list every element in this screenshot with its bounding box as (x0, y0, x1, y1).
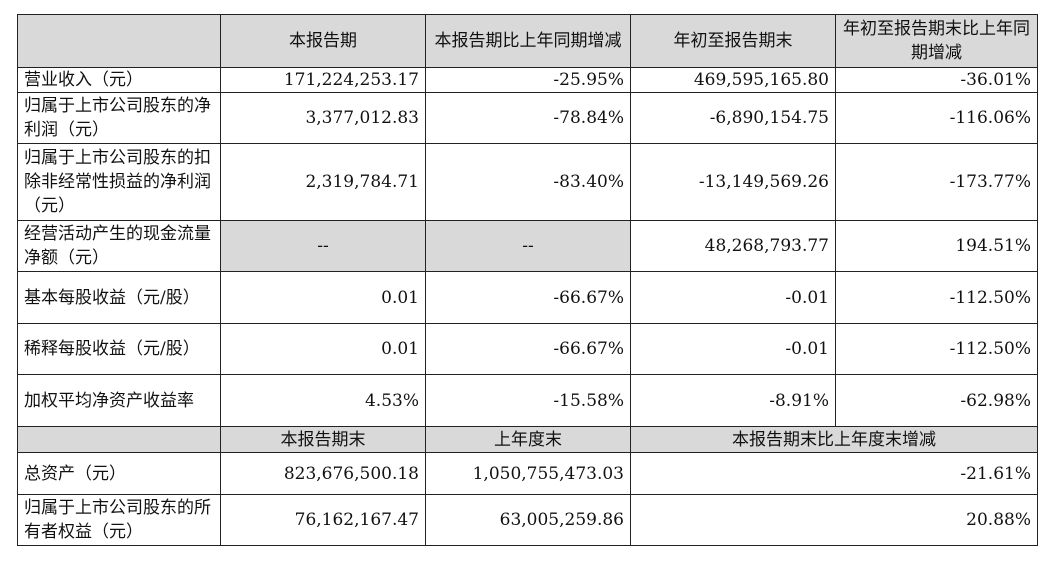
header-ytd: 年初至报告期末 (630, 14, 836, 68)
row-label: 营业收入（元） (17, 67, 221, 93)
table-row: 基本每股收益（元/股） 0.01 -66.67% -0.01 -112.50% (17, 271, 1038, 324)
cell-current-period-change: -66.67% (425, 323, 631, 375)
subheader-period-end-change: 本报告期末比上年度末增减 (630, 426, 1038, 453)
cell-ytd: -8.91% (630, 374, 836, 427)
cell-current-period: 0.01 (220, 271, 426, 324)
cell-current-period: 171,224,253.17 (220, 67, 426, 93)
cell-period-end-change: 20.88% (630, 494, 1038, 546)
financial-summary-table: 本报告期 本报告期比上年同期增减 年初至报告期末 年初至报告期末比上年同期增减 … (17, 14, 1038, 546)
subheader-period-end: 本报告期末 (220, 426, 426, 453)
subheader-row: 本报告期末 上年度末 本报告期末比上年度末增减 (17, 426, 1038, 453)
table-row: 稀释每股收益（元/股） 0.01 -66.67% -0.01 -112.50% (17, 323, 1038, 375)
cell-ytd-change: -116.06% (835, 92, 1038, 144)
cell-ytd-change: -62.98% (835, 374, 1038, 427)
row-label: 归属于上市公司股东的扣除非经常性损益的净利润（元） (17, 143, 221, 221)
row-label: 归属于上市公司股东的净利润（元） (17, 92, 221, 144)
cell-ytd-change: -112.50% (835, 271, 1038, 324)
table-row: 总资产（元） 823,676,500.18 1,050,755,473.03 -… (17, 452, 1038, 495)
header-current-period-change: 本报告期比上年同期增减 (425, 14, 631, 68)
header-row: 本报告期 本报告期比上年同期增减 年初至报告期末 年初至报告期末比上年同期增减 (17, 14, 1038, 68)
table-row: 归属于上市公司股东的净利润（元） 3,377,012.83 -78.84% -6… (17, 92, 1038, 144)
cell-current-period-change: -25.95% (425, 67, 631, 93)
cell-ytd-change: 194.51% (835, 220, 1038, 272)
cell-period-end: 823,676,500.18 (220, 452, 426, 495)
cell-current-period-change: -83.40% (425, 143, 631, 221)
cell-current-period-change: -- (425, 220, 631, 272)
cell-prior-year-end: 63,005,259.86 (425, 494, 631, 546)
cell-current-period-change: -66.67% (425, 271, 631, 324)
cell-ytd: -0.01 (630, 323, 836, 375)
cell-ytd: -13,149,569.26 (630, 143, 836, 221)
row-label: 基本每股收益（元/股） (17, 271, 221, 324)
cell-current-period: -- (220, 220, 426, 272)
table-row: 营业收入（元） 171,224,253.17 -25.95% 469,595,1… (17, 67, 1038, 93)
cell-ytd: 469,595,165.80 (630, 67, 836, 93)
row-label: 加权平均净资产收益率 (17, 374, 221, 427)
subheader-prior-year-end: 上年度末 (425, 426, 631, 453)
cell-current-period-change: -15.58% (425, 374, 631, 427)
row-label: 稀释每股收益（元/股） (17, 323, 221, 375)
financial-table-container: 本报告期 本报告期比上年同期增减 年初至报告期末 年初至报告期末比上年同期增减 … (17, 14, 1038, 546)
header-current-period: 本报告期 (220, 14, 426, 68)
header-ytd-change: 年初至报告期末比上年同期增减 (835, 14, 1038, 68)
cell-ytd: -0.01 (630, 271, 836, 324)
cell-current-period: 2,319,784.71 (220, 143, 426, 221)
cell-ytd-change: -173.77% (835, 143, 1038, 221)
row-label: 经营活动产生的现金流量净额（元） (17, 220, 221, 272)
cell-current-period: 3,377,012.83 (220, 92, 426, 144)
row-label: 总资产（元） (17, 452, 221, 495)
cell-current-period: 4.53% (220, 374, 426, 427)
row-label: 归属于上市公司股东的所有者权益（元） (17, 494, 221, 546)
cell-current-period-change: -78.84% (425, 92, 631, 144)
cell-ytd-change: -36.01% (835, 67, 1038, 93)
cell-period-end: 76,162,167.47 (220, 494, 426, 546)
table-row: 加权平均净资产收益率 4.53% -15.58% -8.91% -62.98% (17, 374, 1038, 427)
subheader-blank-cell (17, 426, 221, 453)
cell-ytd: 48,268,793.77 (630, 220, 836, 272)
table-row: 归属于上市公司股东的所有者权益（元） 76,162,167.47 63,005,… (17, 494, 1038, 546)
cell-current-period: 0.01 (220, 323, 426, 375)
cell-period-end-change: -21.61% (630, 452, 1038, 495)
table-row: 归属于上市公司股东的扣除非经常性损益的净利润（元） 2,319,784.71 -… (17, 143, 1038, 221)
table-row: 经营活动产生的现金流量净额（元） -- -- 48,268,793.77 194… (17, 220, 1038, 272)
cell-prior-year-end: 1,050,755,473.03 (425, 452, 631, 495)
cell-ytd-change: -112.50% (835, 323, 1038, 375)
header-blank-cell (17, 14, 221, 68)
cell-ytd: -6,890,154.75 (630, 92, 836, 144)
